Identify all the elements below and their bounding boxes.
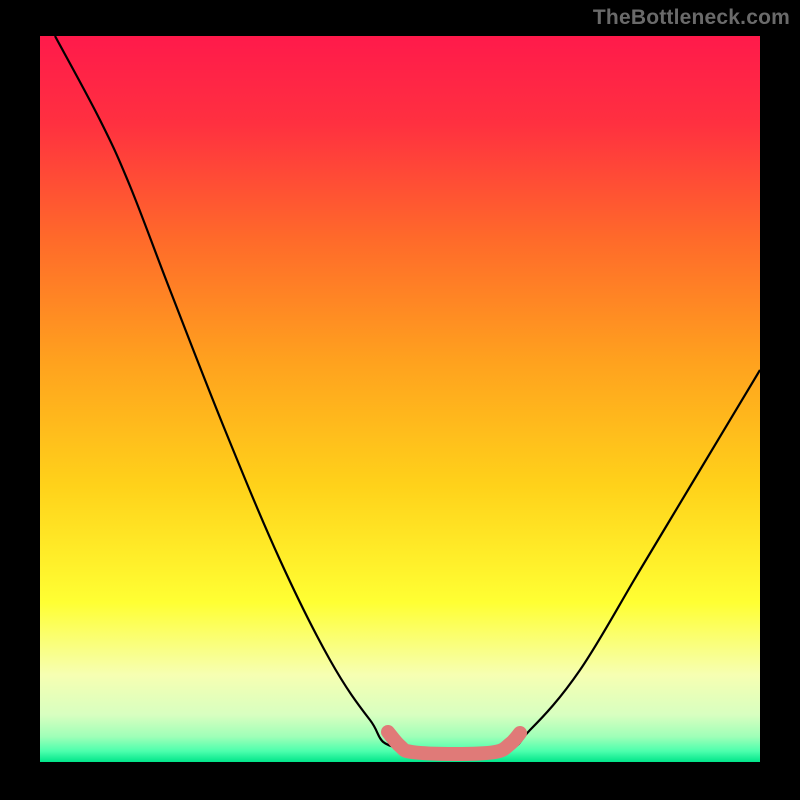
plot-background — [40, 36, 760, 762]
gradient-chart — [0, 0, 800, 800]
chart-container: TheBottleneck.com — [0, 0, 800, 800]
watermark-text: TheBottleneck.com — [593, 6, 790, 30]
